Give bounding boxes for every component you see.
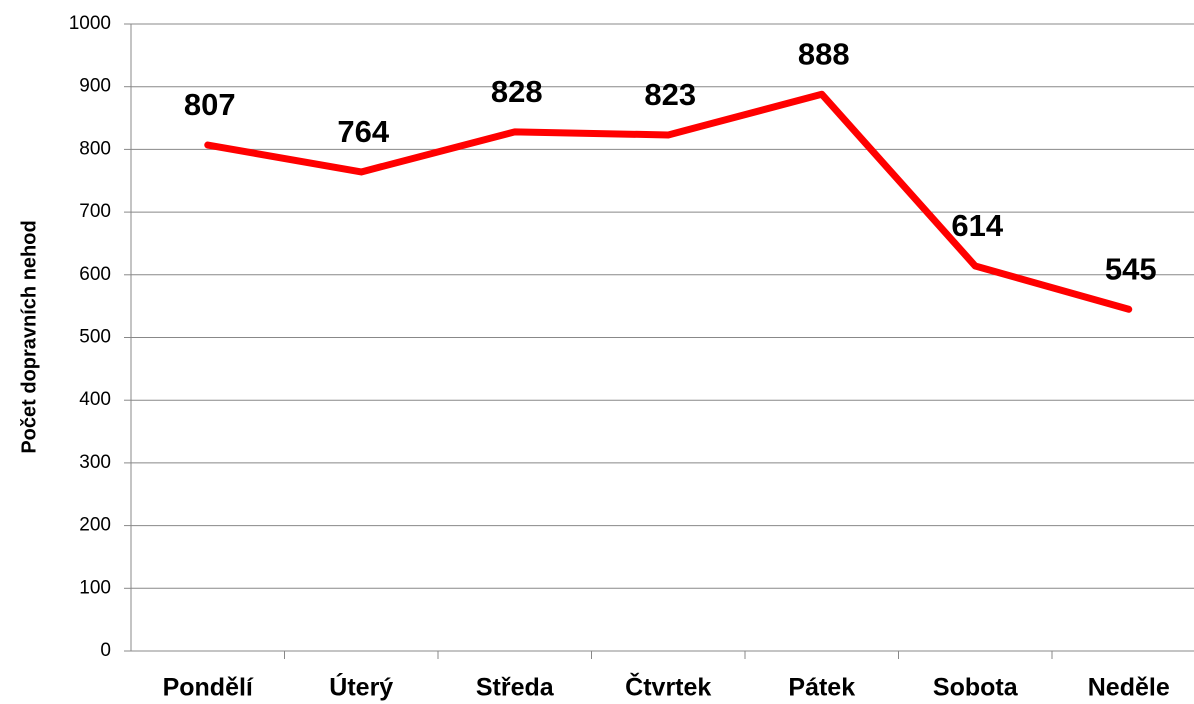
- y-tick-label: 100: [79, 577, 111, 598]
- data-label: 614: [951, 208, 1003, 243]
- data-label: 545: [1105, 251, 1157, 286]
- x-tick-label: Čtvrtek: [625, 672, 711, 702]
- x-tick-label: Středa: [476, 674, 555, 702]
- data-label: 807: [184, 87, 236, 122]
- x-tick-label: Pátek: [788, 674, 855, 702]
- x-tick-label: Úterý: [329, 672, 393, 702]
- y-tick-label: 0: [100, 640, 111, 661]
- y-tick-label: 600: [79, 264, 111, 285]
- y-tick-label: 1000: [69, 13, 111, 34]
- data-label: 764: [337, 114, 389, 149]
- x-tick-label: Neděle: [1088, 674, 1170, 702]
- x-tick-label: Pondělí: [163, 674, 254, 702]
- y-axis-title: Počet dopravních nehod: [18, 220, 40, 453]
- x-tick-label: Sobota: [933, 674, 1019, 702]
- y-tick-label: 400: [79, 389, 111, 410]
- data-label: 823: [644, 77, 696, 112]
- y-tick-label: 800: [79, 138, 111, 159]
- data-label: 888: [798, 36, 850, 71]
- y-tick-label: 500: [79, 327, 111, 348]
- y-tick-label: 700: [79, 201, 111, 222]
- y-tick-label: 900: [79, 76, 111, 97]
- y-tick-label: 300: [79, 452, 111, 473]
- line: [204, 90, 1133, 313]
- y-tick-label: 200: [79, 515, 111, 536]
- data-label: 828: [491, 74, 543, 109]
